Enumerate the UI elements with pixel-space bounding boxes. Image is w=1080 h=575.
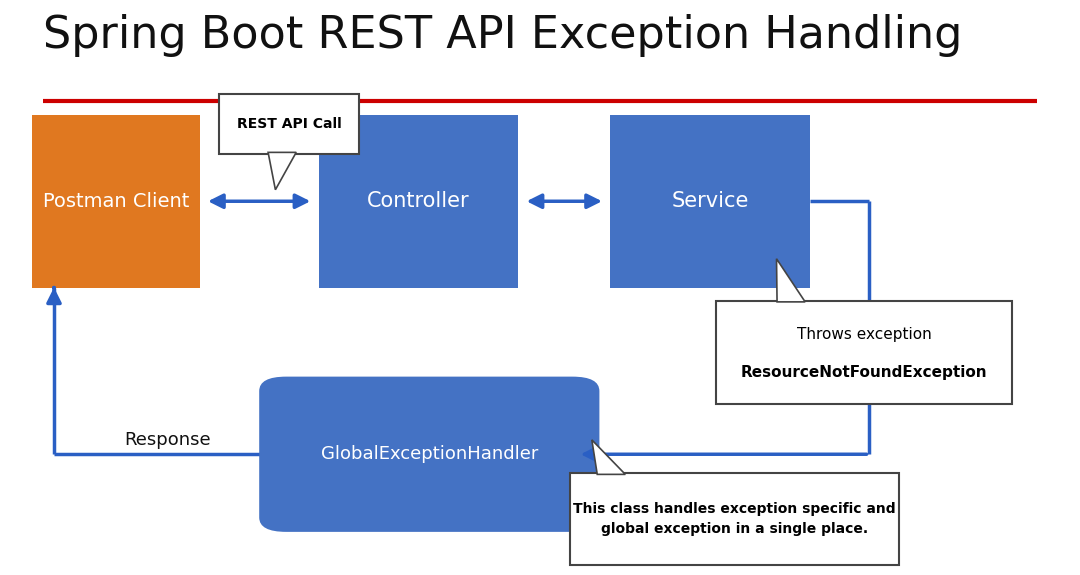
Text: Controller: Controller xyxy=(367,191,470,211)
FancyBboxPatch shape xyxy=(259,377,599,532)
Text: Response: Response xyxy=(124,431,211,449)
FancyBboxPatch shape xyxy=(716,301,1012,404)
Bar xyxy=(610,115,810,288)
Polygon shape xyxy=(268,152,296,190)
Bar xyxy=(319,115,518,288)
Text: Spring Boot REST API Exception Handling: Spring Boot REST API Exception Handling xyxy=(43,14,962,58)
Text: GlobalExceptionHandler: GlobalExceptionHandler xyxy=(321,445,538,463)
Bar xyxy=(32,115,200,288)
Text: Service: Service xyxy=(672,191,748,211)
Polygon shape xyxy=(777,259,806,302)
Text: Throws exception: Throws exception xyxy=(797,327,931,342)
Text: This class handles exception specific and
global exception in a single place.: This class handles exception specific an… xyxy=(573,502,895,536)
FancyBboxPatch shape xyxy=(219,94,359,154)
Text: REST API Call: REST API Call xyxy=(237,117,341,131)
Text: ResourceNotFoundException: ResourceNotFoundException xyxy=(741,365,987,380)
Text: Postman Client: Postman Client xyxy=(43,191,189,211)
FancyBboxPatch shape xyxy=(570,473,899,565)
Polygon shape xyxy=(592,440,625,474)
